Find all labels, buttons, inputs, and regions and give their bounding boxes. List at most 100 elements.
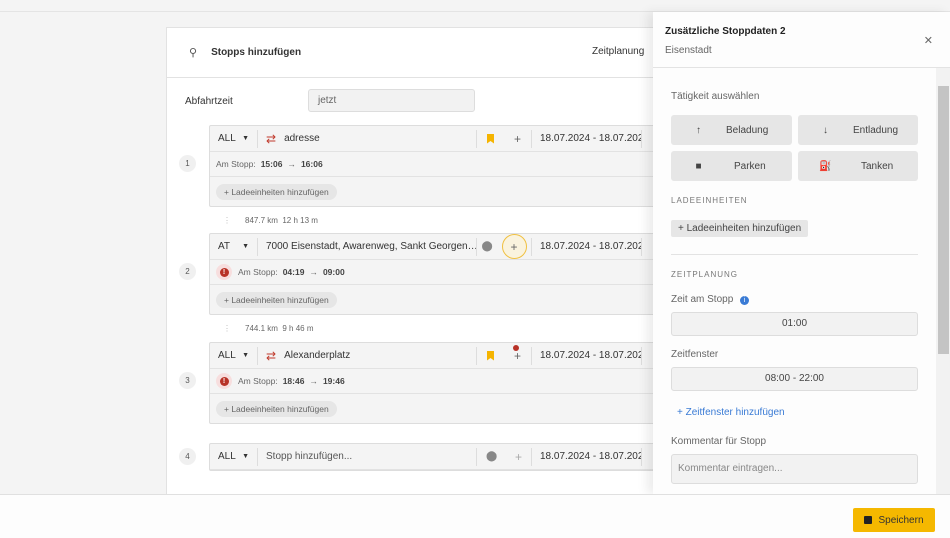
warning-icon: ! — [216, 373, 232, 389]
fuel-icon: ⛽ — [819, 160, 832, 172]
save-button[interactable]: Speichern — [853, 508, 935, 532]
bookmark-icon[interactable] — [486, 133, 494, 144]
time-at-stop: ! Am Stopp: 04:19 → 09:00 — [210, 260, 678, 285]
add-units-label: Ladeeinheiten hinzufügen — [231, 294, 329, 305]
footer: Speichern — [0, 494, 950, 538]
departure-time: 09:00 — [322, 267, 345, 277]
add-units-button[interactable]: + Ladeeinheiten hinzufügen — [216, 291, 337, 308]
plus-icon[interactable]: + — [515, 449, 523, 464]
address-input[interactable]: 7000 Eisenstadt, Awarenweg, Sankt George… — [258, 237, 477, 256]
activity-label-text: Entladung — [853, 124, 899, 136]
stop-item: ALL ▼ ⇄ Alexanderplatz + 18.07.2024 - 18.0… — [209, 342, 679, 424]
time-at-stop: ! Am Stopp: 18:46 → 19:46 — [210, 369, 678, 394]
activity-label-text: Parken — [734, 160, 766, 172]
stop-item: ALL ▼ ⇄ adresse + 18.07.2024 - 18.07.2024 … — [209, 125, 679, 207]
activity-label-text: Beladung — [726, 124, 769, 136]
arrow-up-icon: ↑ — [696, 124, 701, 136]
stop-item: ALL ▼ Stopp hinzufügen... ⬤ + 18.07.2024 -… — [209, 443, 679, 471]
departure-time: 16:06 — [300, 159, 323, 169]
time-at-stop: Am Stopp: 15:06 → 16:06 — [210, 152, 678, 177]
address-input[interactable]: Stopp hinzufügen... — [258, 447, 477, 466]
swap-icon: ⇄ — [266, 131, 277, 146]
country-select[interactable]: ALL ▼ — [210, 129, 258, 148]
arrow-down-icon: ↓ — [823, 124, 828, 136]
scrollbar-thumb[interactable] — [938, 86, 949, 354]
leg-distance: 847.7 km — [245, 216, 278, 225]
address-input[interactable]: ⇄ Alexanderplatz — [258, 346, 477, 365]
floppy-icon — [864, 516, 873, 524]
add-units-button[interactable]: + Ladeeinheiten hinzufügen — [216, 400, 337, 417]
units-section-title: LADEEINHEITEN — [671, 196, 748, 205]
stop-number: 3 — [179, 372, 196, 389]
bookmark-icon[interactable] — [486, 350, 494, 361]
info-icon[interactable]: i — [740, 296, 750, 305]
activity-entladung[interactable]: ↓ Entladung — [798, 115, 918, 145]
plus-icon[interactable]: + — [513, 348, 521, 363]
activity-beladung[interactable]: ↑ Beladung — [671, 115, 792, 145]
leg-info: ⋮ 744.1 km 9 h 46 m — [223, 324, 314, 333]
dots-icon: ⋮ — [223, 324, 231, 333]
country-select[interactable]: ALL ▼ — [210, 346, 258, 365]
at-stop-label: Am Stopp: — [238, 376, 278, 386]
at-stop-label: Am Stopp: — [216, 159, 256, 169]
add-time-window-link[interactable]: + Zeitfenster hinzufügen — [677, 407, 785, 418]
address-value: Alexanderplatz — [284, 350, 351, 361]
country-value: ALL — [218, 350, 236, 361]
comment-input[interactable]: Kommentar eintragen... — [671, 454, 918, 484]
map-pin-icon[interactable]: ⬤ — [481, 241, 493, 252]
arrival-time: 04:19 — [282, 267, 305, 277]
activity-parken[interactable]: ■ Parken — [671, 151, 792, 181]
time-at-stop-label: Zeit am Stopp i — [671, 294, 918, 305]
departure-time: 19:46 — [322, 376, 345, 386]
date-range[interactable]: 18.07.2024 - 18.07.2024 — [532, 129, 642, 148]
add-units-label: Ladeeinheiten hinzufügen — [231, 403, 329, 414]
card-title: Stopps hinzufügen — [211, 47, 302, 58]
leg-info: ⋮ 847.7 km 12 h 13 m — [223, 216, 318, 225]
date-range[interactable]: 18.07.2024 - 18.07.2024 — [532, 237, 642, 256]
country-value: AT — [218, 241, 231, 252]
departure-label: Abfahrtzeit — [185, 96, 233, 107]
add-window-label: Zeitfenster hinzufügen — [685, 407, 785, 418]
time-at-stop-input[interactable]: 01:00 — [671, 312, 918, 336]
activity-label: Tätigkeit auswählen — [671, 91, 760, 102]
at-stop-label: Am Stopp: — [238, 267, 278, 277]
stop-number: 4 — [179, 448, 196, 465]
route-icon: ⚲ — [189, 47, 198, 59]
departure-input[interactable]: jetzt — [308, 89, 475, 112]
top-bar — [0, 0, 950, 12]
caret-down-icon: ▼ — [242, 243, 249, 250]
address-input[interactable]: ⇄ adresse — [258, 129, 477, 148]
add-stop-data-button[interactable]: + — [501, 234, 527, 259]
date-range[interactable]: 18.07.2024 - 18.07.2024 — [532, 447, 642, 466]
caret-down-icon: ▼ — [242, 135, 249, 142]
stop-item: AT ▼ 7000 Eisenstadt, Awarenweg, Sankt Ge… — [209, 233, 679, 315]
stop-number: 1 — [179, 155, 196, 172]
add-units-button[interactable]: + Ladeeinheiten hinzufügen — [671, 220, 809, 237]
swap-icon: ⇄ — [266, 348, 277, 363]
scrollbar[interactable] — [936, 68, 950, 494]
dots-icon: ⋮ — [223, 216, 231, 225]
close-icon[interactable]: ✕ — [923, 35, 933, 47]
stop-number: 2 — [179, 263, 196, 280]
arrow-right-icon: → — [287, 159, 296, 169]
time-window-input[interactable]: 08:00 - 22:00 — [671, 367, 918, 391]
date-range[interactable]: 18.07.2024 - 18.07.2024 — [532, 346, 642, 365]
card-header: ⚲ Stopps hinzufügen Zeitplanung — [167, 28, 665, 78]
plus-icon[interactable]: + — [513, 131, 521, 146]
leg-duration: 12 h 13 m — [282, 216, 318, 225]
activity-label-text: Tanken — [861, 160, 894, 172]
country-select[interactable]: AT ▼ — [210, 237, 258, 256]
add-units-label: Ladeeinheiten hinzufügen — [686, 223, 802, 234]
activity-tanken[interactable]: ⛽ Tanken — [798, 151, 918, 181]
warning-icon: ! — [216, 264, 232, 280]
arrival-time: 15:06 — [260, 159, 283, 169]
parking-icon: ■ — [695, 160, 702, 172]
country-select[interactable]: ALL ▼ — [210, 447, 258, 466]
add-units-button[interactable]: + Ladeeinheiten hinzufügen — [216, 183, 337, 200]
plus-icon: + — [510, 239, 518, 254]
tab-zeitplanung[interactable]: Zeitplanung — [592, 46, 645, 57]
window-label: Zeitfenster — [671, 349, 719, 360]
country-value: ALL — [218, 133, 236, 144]
map-pin-icon[interactable]: ⬤ — [485, 451, 498, 462]
time-at-stop-text: Zeit am Stopp — [671, 294, 734, 305]
